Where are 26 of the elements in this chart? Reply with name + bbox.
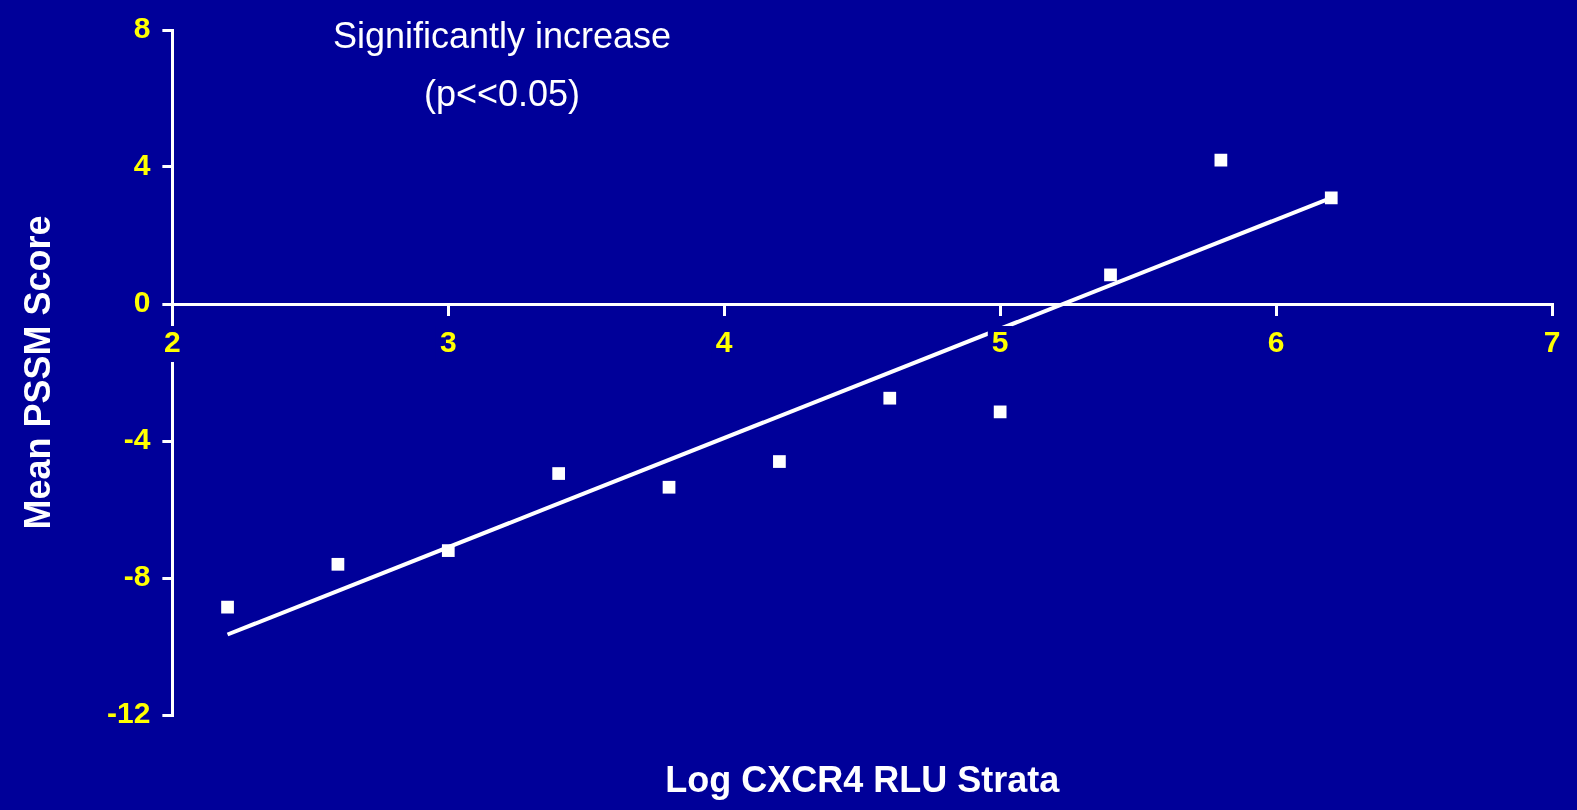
x-tick-label: 4 <box>715 325 733 359</box>
y-tick-label: -4 <box>123 422 151 456</box>
point <box>883 391 897 405</box>
annotation: Significantly increase (p<<0.05) <box>332 14 672 114</box>
x-tick-label: 7 <box>1543 325 1561 359</box>
y-tick-label: -12 <box>107 696 151 730</box>
y-axis-title: Mean PSSM Score <box>16 215 58 530</box>
x-tick-label: 2 <box>164 325 181 359</box>
x-axis-title: Log CXCR4 RLU Strata <box>665 758 1061 800</box>
x-tick-label: 6 <box>1267 325 1285 359</box>
point <box>773 455 786 468</box>
point <box>221 600 234 614</box>
point <box>993 405 1007 419</box>
y-tick-label: 4 <box>133 148 151 182</box>
y-tick-label: -8 <box>123 559 151 593</box>
y-tick-label: 0 <box>133 285 151 319</box>
point <box>552 467 566 480</box>
x-tick-label: 5 <box>991 325 1009 359</box>
point <box>1104 268 1117 282</box>
point <box>331 557 345 571</box>
point <box>662 480 676 494</box>
point <box>1214 153 1228 167</box>
y-tick-label: 8 <box>133 11 151 45</box>
point <box>441 544 455 557</box>
x-tick-label: 3 <box>439 325 457 359</box>
point <box>1324 191 1338 205</box>
